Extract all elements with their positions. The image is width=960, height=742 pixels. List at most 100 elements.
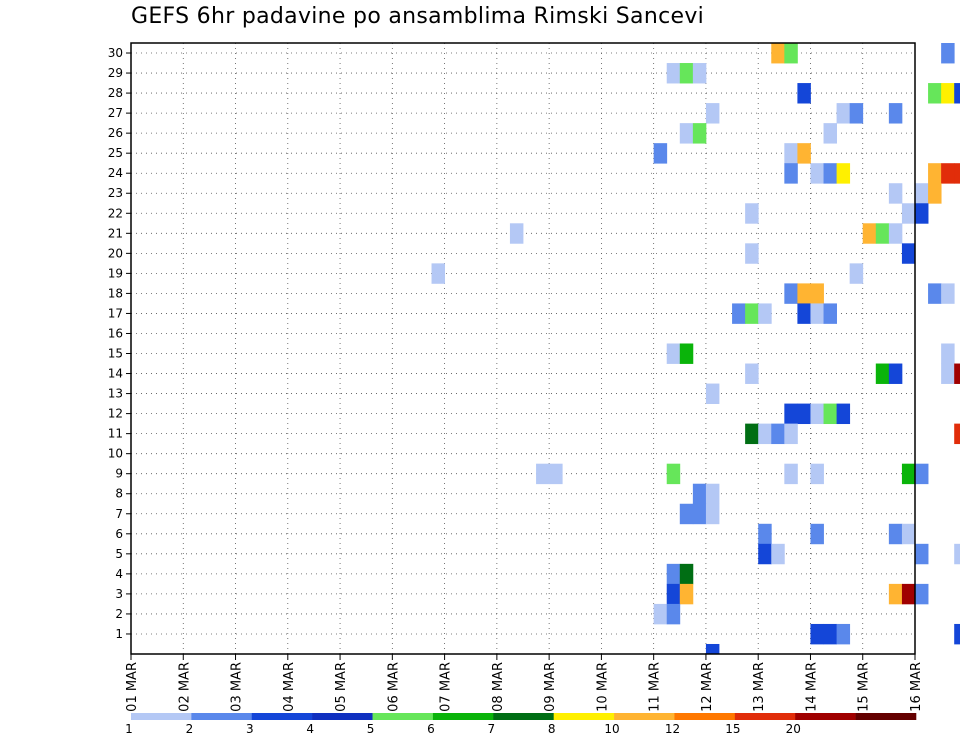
heatmap-cell bbox=[666, 563, 681, 585]
y-tick-label: 17 bbox=[108, 306, 123, 320]
y-tick-label: 11 bbox=[108, 427, 123, 441]
y-tick-label: 28 bbox=[108, 86, 123, 100]
heatmap-cell bbox=[797, 403, 811, 425]
heatmap-cell bbox=[705, 383, 720, 404]
y-tick-label: 27 bbox=[108, 106, 123, 120]
heatmap-cell bbox=[666, 463, 681, 485]
colorbar-tick-label: 1 bbox=[125, 722, 133, 736]
heatmap-cell bbox=[915, 583, 929, 605]
y-tick-label: 13 bbox=[108, 387, 123, 401]
x-tick-label: 09 MAR bbox=[543, 662, 558, 712]
heatmap-cell bbox=[758, 543, 772, 565]
heatmap-cell bbox=[954, 423, 960, 445]
heatmap-cell bbox=[810, 463, 824, 485]
x-tick-label: 03 MAR bbox=[230, 662, 245, 712]
colorbar-tick-label: 12 bbox=[665, 722, 680, 736]
heatmap-cell bbox=[784, 403, 798, 425]
colorbar-tick-label: 3 bbox=[246, 722, 254, 736]
heatmap-cell bbox=[758, 423, 772, 445]
colorbar-segment bbox=[372, 713, 434, 720]
y-tick-label: 19 bbox=[108, 266, 123, 280]
heatmap-cell bbox=[536, 463, 550, 485]
heatmap-cell bbox=[941, 283, 955, 304]
y-tick-label: 15 bbox=[108, 347, 123, 361]
x-tick-label: 02 MAR bbox=[177, 662, 192, 712]
x-tick-label: 06 MAR bbox=[386, 662, 401, 712]
heatmap-cell bbox=[915, 463, 929, 485]
heatmap-cell bbox=[549, 463, 563, 485]
x-tick-label: 01 MAR bbox=[125, 662, 140, 712]
heatmap-cell bbox=[810, 403, 824, 425]
heatmap-cell bbox=[771, 43, 785, 64]
heatmap-cell bbox=[928, 163, 942, 184]
y-tick-label: 23 bbox=[108, 186, 123, 200]
heatmap-cell bbox=[915, 543, 929, 565]
plot-frame bbox=[130, 42, 916, 655]
colorbar-segment bbox=[855, 713, 917, 720]
heatmap-cell bbox=[941, 343, 955, 364]
heatmap-cell bbox=[888, 223, 903, 244]
heatmap-cell bbox=[797, 143, 811, 164]
heatmap-cell bbox=[901, 203, 916, 224]
heatmap-cell bbox=[954, 163, 960, 184]
heatmap-cell bbox=[888, 363, 903, 384]
y-tick-label: 14 bbox=[108, 367, 123, 381]
colorbar-tick-label: 7 bbox=[487, 722, 495, 736]
y-tick-label: 9 bbox=[115, 467, 123, 481]
x-tick-label: 15 MAR bbox=[857, 662, 872, 712]
heatmap-cell bbox=[745, 423, 759, 445]
heatmap-cell bbox=[941, 363, 955, 384]
y-tick-label: 16 bbox=[108, 326, 123, 340]
heatmap-cell bbox=[941, 163, 955, 184]
y-tick-label: 30 bbox=[108, 46, 123, 60]
heatmap-cell bbox=[784, 163, 798, 184]
cells-layer bbox=[431, 43, 960, 655]
heatmap-cell bbox=[692, 63, 707, 84]
colorbar-tick-label: 20 bbox=[786, 722, 801, 736]
colorbar-segment bbox=[131, 713, 192, 720]
x-tick-label: 16 MAR bbox=[909, 662, 924, 712]
x-tick-label: 08 MAR bbox=[491, 662, 506, 712]
heatmap-cell bbox=[692, 483, 707, 505]
heatmap-cell bbox=[705, 483, 720, 505]
colorbar-tick-label: 5 bbox=[367, 722, 375, 736]
heatmap-cell bbox=[901, 243, 916, 264]
colorbar-tick-label: 4 bbox=[306, 722, 314, 736]
heatmap-cell bbox=[875, 363, 890, 384]
y-tick-label: 21 bbox=[108, 226, 123, 240]
heatmap-cell bbox=[771, 543, 785, 565]
heatmap-cell bbox=[915, 183, 929, 204]
y-tick-label: 8 bbox=[115, 487, 123, 501]
heatmap-cell bbox=[928, 283, 942, 304]
heatmap-cell bbox=[888, 583, 903, 605]
colorbar: 1 2 3 4 5 6 7 8 10 12 15 20 bbox=[125, 713, 917, 736]
heatmap-cell bbox=[836, 103, 851, 124]
colorbar-segment bbox=[734, 713, 796, 720]
y-tick-label: 25 bbox=[108, 146, 123, 160]
heatmap-cell bbox=[784, 283, 798, 304]
colorbar-tick-label: 2 bbox=[186, 722, 194, 736]
heatmap-cell bbox=[823, 123, 837, 144]
colorbar-segment bbox=[553, 713, 615, 720]
heatmap-cell bbox=[745, 243, 759, 264]
heatmap-cell bbox=[679, 63, 694, 84]
y-tick-label: 2 bbox=[115, 607, 123, 621]
colorbar-segment bbox=[432, 713, 494, 720]
y-tick-label: 20 bbox=[108, 246, 123, 260]
heatmap-cell bbox=[679, 503, 694, 525]
heatmap-cell bbox=[849, 103, 864, 124]
heatmap-cell bbox=[771, 423, 785, 445]
y-tick-label: 29 bbox=[108, 66, 123, 80]
heatmap-cell bbox=[954, 543, 960, 565]
chart-title: GEFS 6hr padavine po ansamblima Rimski S… bbox=[131, 4, 705, 29]
heatmap-cell bbox=[849, 263, 864, 284]
heatmap-cell bbox=[954, 363, 960, 384]
heatmap-cell bbox=[928, 83, 942, 104]
heatmap-cell bbox=[823, 303, 837, 324]
heatmap-cell bbox=[666, 603, 681, 625]
axis-layer: 1234567891011121314151617181920212223242… bbox=[108, 46, 924, 712]
y-tick-label: 3 bbox=[115, 587, 123, 601]
x-tick-label: 14 MAR bbox=[804, 662, 819, 712]
heatmap-cell bbox=[954, 623, 960, 645]
